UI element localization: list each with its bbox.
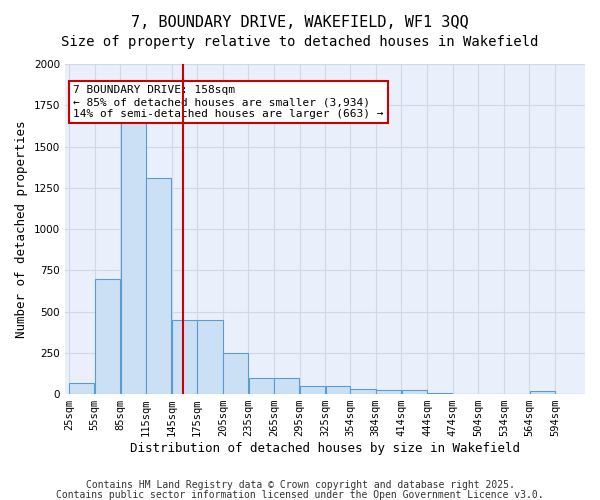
- Bar: [326, 386, 350, 394]
- Bar: [300, 386, 325, 394]
- Bar: [401, 390, 427, 394]
- Bar: [274, 378, 299, 394]
- Bar: [223, 353, 248, 394]
- Y-axis label: Number of detached properties: Number of detached properties: [15, 120, 28, 338]
- Bar: [350, 389, 376, 394]
- Text: Contains HM Land Registry data © Crown copyright and database right 2025.: Contains HM Land Registry data © Crown c…: [86, 480, 514, 490]
- Bar: [530, 391, 555, 394]
- Bar: [146, 178, 172, 394]
- X-axis label: Distribution of detached houses by size in Wakefield: Distribution of detached houses by size …: [130, 442, 520, 455]
- Bar: [376, 390, 401, 394]
- Bar: [172, 320, 197, 394]
- Bar: [95, 278, 120, 394]
- Text: Contains public sector information licensed under the Open Government Licence v3: Contains public sector information licen…: [56, 490, 544, 500]
- Bar: [69, 384, 94, 394]
- Bar: [248, 378, 274, 394]
- Text: Size of property relative to detached houses in Wakefield: Size of property relative to detached ho…: [61, 35, 539, 49]
- Bar: [121, 122, 146, 394]
- Text: 7, BOUNDARY DRIVE, WAKEFIELD, WF1 3QQ: 7, BOUNDARY DRIVE, WAKEFIELD, WF1 3QQ: [131, 15, 469, 30]
- Bar: [197, 320, 223, 394]
- Text: 7 BOUNDARY DRIVE: 158sqm
← 85% of detached houses are smaller (3,934)
14% of sem: 7 BOUNDARY DRIVE: 158sqm ← 85% of detach…: [73, 86, 384, 118]
